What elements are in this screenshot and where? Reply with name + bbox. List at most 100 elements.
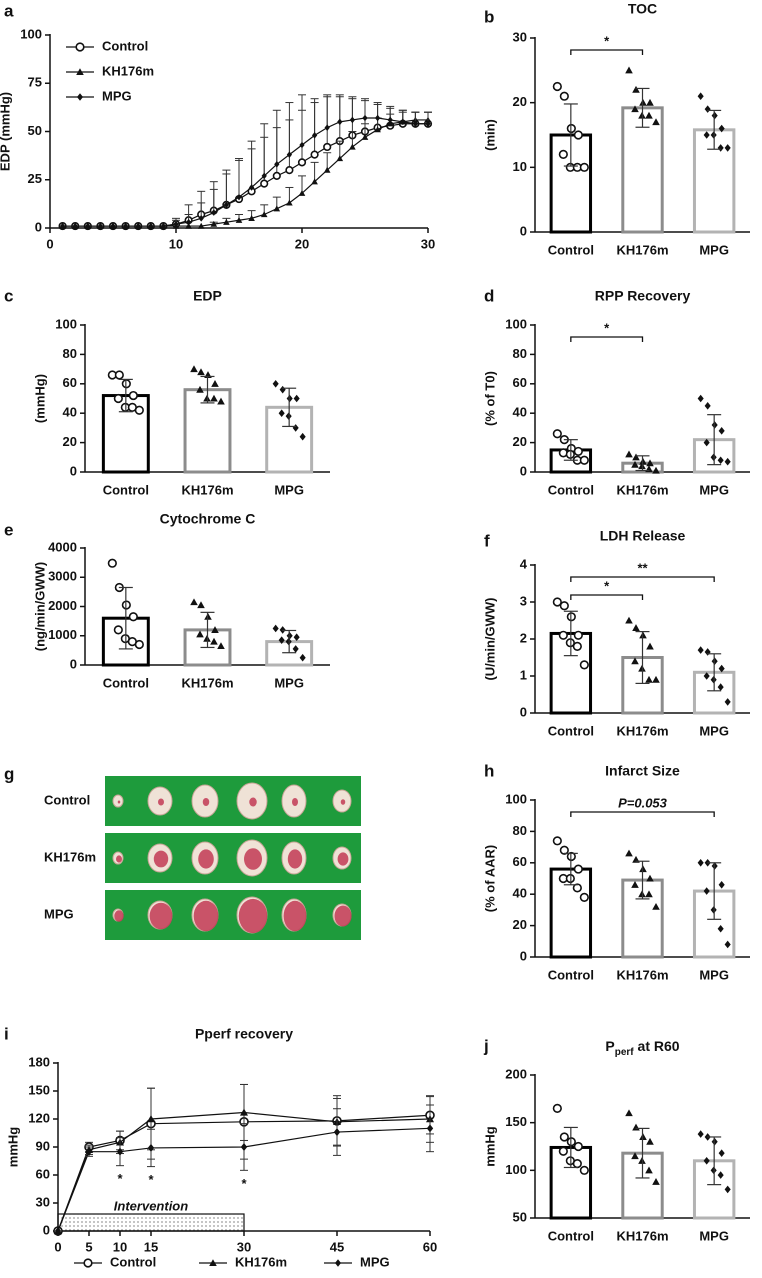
legend-marker [76, 68, 84, 76]
chart-title: LDH Release [600, 528, 686, 544]
data-point [386, 120, 394, 127]
data-point [217, 642, 225, 650]
x-tick-label: 60 [423, 1239, 437, 1254]
data-point [573, 130, 583, 140]
y-tick-label: 150 [505, 1114, 527, 1129]
data-point [113, 625, 123, 635]
data-point [718, 880, 725, 889]
data-point [85, 1147, 93, 1156]
data-point [293, 394, 300, 403]
data-point [400, 118, 406, 126]
y-tick-label: 20 [63, 434, 77, 449]
y-tick-label: 1000 [48, 627, 77, 642]
row-label: Control [44, 792, 90, 807]
intervention-box [57, 1213, 245, 1232]
data-point [652, 675, 660, 683]
data-point [703, 887, 710, 895]
data-point [361, 133, 369, 140]
panel-letter: a [4, 1, 14, 20]
infarct-area [153, 850, 169, 868]
x-tick-label: KH176m [616, 723, 668, 738]
data-point [333, 1128, 341, 1137]
x-tick-label: 45 [330, 1239, 344, 1254]
panel-letter: c [4, 286, 13, 305]
title-part: at R60 [634, 1038, 680, 1054]
data-point [374, 126, 381, 133]
data-point [196, 630, 204, 638]
y-tick-label: 75 [28, 75, 42, 90]
data-point [558, 149, 568, 159]
data-point [261, 172, 267, 180]
data-point [632, 1123, 640, 1131]
row-label: MPG [44, 906, 74, 921]
y-tick-label: 3 [520, 593, 527, 608]
y-tick-label: 0 [520, 704, 527, 719]
y-tick-label: 60 [513, 375, 527, 390]
x-tick-label: KH176m [616, 482, 668, 497]
data-point [248, 184, 255, 191]
x-tick-label: KH176m [616, 1228, 668, 1243]
panel-letter: j [483, 1036, 489, 1055]
data-point [387, 116, 393, 124]
data-point [559, 1132, 569, 1142]
data-point [110, 222, 116, 230]
data-point [323, 142, 332, 152]
y-tick-label: 80 [63, 346, 77, 361]
data-point [185, 222, 192, 229]
x-tick-label: MPG [274, 482, 304, 497]
data-point [349, 143, 356, 150]
data-point [717, 144, 724, 152]
y-tick-label: 100 [505, 1162, 527, 1177]
significance-label: P=0.053 [618, 795, 668, 810]
significance-label: * [604, 320, 610, 335]
significance-label: * [604, 33, 610, 48]
data-point [59, 222, 66, 230]
data-point [236, 193, 242, 201]
data-point [260, 179, 269, 188]
data-point [552, 429, 562, 439]
chart-title: RPP Recovery [595, 288, 691, 304]
y-axis-label: mmHg [5, 1127, 20, 1168]
data-point [704, 648, 711, 656]
data-point [552, 597, 562, 607]
data-point [113, 393, 123, 404]
chart-title: Pperf recovery [195, 1026, 293, 1042]
chart-title: Cytochrome C [160, 511, 256, 527]
data-point [72, 222, 78, 230]
significance-bracket [570, 576, 715, 582]
data-point [128, 612, 138, 622]
legend-label: KH176m [235, 1254, 287, 1269]
data-point [197, 601, 205, 609]
data-point [718, 124, 725, 133]
series-line [62, 123, 428, 227]
data-point [240, 1108, 248, 1116]
data-point [279, 385, 286, 394]
y-tick-label: 80 [513, 346, 527, 361]
data-point [248, 215, 255, 221]
significance-bracket [570, 336, 644, 342]
data-point [114, 370, 124, 380]
data-point [412, 120, 419, 128]
infarct-area [287, 849, 303, 869]
data-point [210, 220, 218, 227]
y-tick-label: 0 [520, 948, 527, 963]
infarct-area [158, 798, 164, 806]
data-point [134, 639, 144, 650]
data-point [190, 365, 198, 373]
x-tick-label: 5 [85, 1239, 92, 1254]
panel-letter: b [484, 7, 494, 26]
data-point [197, 368, 205, 376]
data-point [645, 111, 653, 119]
y-tick-label: 2000 [48, 598, 77, 613]
data-point [717, 1171, 724, 1179]
x-tick-label: KH176m [181, 482, 233, 497]
data-point [107, 558, 117, 568]
data-point [704, 105, 711, 113]
data-point [703, 438, 710, 447]
x-tick-label: 15 [144, 1239, 158, 1254]
data-point [631, 657, 639, 665]
x-tick-label: MPG [274, 675, 304, 690]
image-row [105, 776, 361, 826]
data-point [625, 616, 633, 624]
data-point [134, 405, 144, 415]
